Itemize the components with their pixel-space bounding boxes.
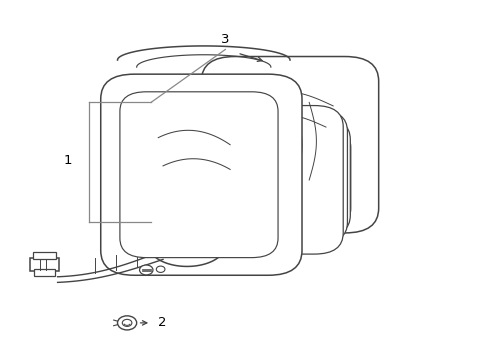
FancyBboxPatch shape bbox=[196, 118, 349, 237]
Circle shape bbox=[156, 266, 164, 273]
FancyBboxPatch shape bbox=[34, 269, 55, 276]
Text: 2: 2 bbox=[158, 316, 166, 329]
FancyBboxPatch shape bbox=[101, 74, 302, 275]
FancyBboxPatch shape bbox=[180, 110, 347, 243]
Circle shape bbox=[122, 319, 132, 327]
FancyBboxPatch shape bbox=[30, 258, 59, 271]
Text: 3: 3 bbox=[221, 33, 229, 46]
FancyBboxPatch shape bbox=[120, 92, 278, 258]
Circle shape bbox=[139, 265, 153, 275]
FancyBboxPatch shape bbox=[210, 126, 350, 229]
FancyBboxPatch shape bbox=[33, 252, 56, 259]
FancyBboxPatch shape bbox=[201, 57, 378, 233]
Text: 1: 1 bbox=[63, 154, 72, 167]
Circle shape bbox=[117, 316, 137, 330]
FancyBboxPatch shape bbox=[164, 105, 343, 254]
